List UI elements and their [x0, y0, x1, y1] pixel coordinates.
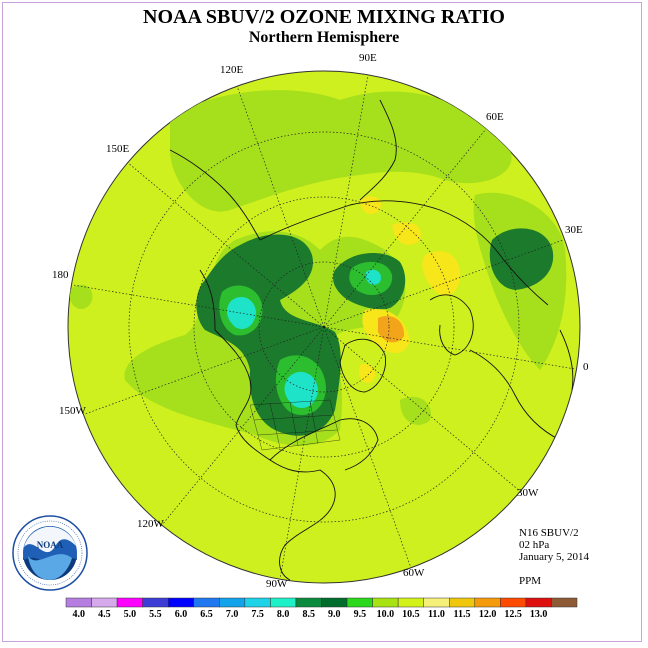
legend-swatch — [244, 597, 271, 608]
legend-swatch — [449, 597, 476, 608]
map-title: NOAA SBUV/2 OZONE MIXING RATIO — [143, 6, 505, 28]
noaa-logo-text: NOAA — [37, 540, 64, 550]
legend-swatch — [551, 597, 578, 608]
lon-label-30e: 30E — [565, 224, 583, 236]
legend-swatch — [372, 597, 399, 608]
legend-tick-label: 11.5 — [454, 609, 471, 620]
lon-label-30w: 30W — [517, 487, 539, 499]
lon-label-180: 180 — [52, 269, 69, 281]
legend-tick-label: 5.5 — [149, 609, 162, 620]
lon-label-90w: 90W — [266, 578, 288, 590]
legend-tick-label: 4.5 — [98, 609, 111, 620]
legend-tick-label: 6.0 — [175, 609, 188, 620]
legend-swatch — [219, 597, 246, 608]
legend-tick-label: 7.5 — [251, 609, 264, 620]
legend-swatch — [270, 597, 297, 608]
legend-tick-label: 13.0 — [530, 609, 548, 620]
lon-label-120w: 120W — [137, 518, 165, 530]
legend-swatch — [65, 597, 92, 608]
legend-swatch — [295, 597, 322, 608]
legend-swatch — [193, 597, 220, 608]
legend-tick-label: 5.0 — [124, 609, 137, 620]
satellite-label: N16 SBUV/2 — [519, 527, 579, 539]
legend-tick-label: 6.5 — [200, 609, 213, 620]
legend-swatch — [474, 597, 501, 608]
legend-tick-label: 11.0 — [428, 609, 445, 620]
legend-swatch — [346, 597, 373, 608]
legend-tick-label: 8.0 — [277, 609, 290, 620]
level-label: 02 hPa — [519, 539, 550, 551]
lon-label-150w: 150W — [59, 405, 87, 417]
lon-label-90e: 90E — [359, 52, 377, 64]
legend-tick-label: 12.5 — [504, 609, 522, 620]
ozone-contours — [70, 74, 576, 581]
noaa-logo: NOAA — [12, 515, 88, 591]
longitude-labels: 90E 60E 30E 0 30W 60W 90W 120W 150W 180 … — [52, 52, 589, 590]
legend-swatch — [167, 597, 194, 608]
date-label: January 5, 2014 — [519, 551, 589, 563]
lon-label-0: 0 — [583, 361, 589, 373]
lon-label-150e: 150E — [106, 143, 130, 155]
coastlines — [169, 99, 574, 581]
legend-tick-label: 8.5 — [302, 609, 315, 620]
legend-swatch — [321, 597, 348, 608]
legend-tick-label: 7.0 — [226, 609, 239, 620]
legend-swatch — [525, 597, 552, 608]
legend-tick-label: 4.0 — [73, 609, 86, 620]
legend-swatch — [91, 597, 118, 608]
lon-label-120e: 120E — [220, 64, 244, 76]
lon-label-60e: 60E — [486, 111, 504, 123]
legend-tick-label: 9.5 — [354, 609, 367, 620]
legend-swatch — [397, 597, 424, 608]
legend-tick-label: 12.0 — [479, 609, 497, 620]
map-subtitle: Northern Hemisphere — [248, 29, 400, 46]
legend-tick-label: 10.5 — [402, 609, 420, 620]
legend-swatch — [142, 597, 169, 608]
lon-label-60w: 60W — [403, 567, 425, 579]
units-label: PPM — [519, 575, 542, 587]
legend-swatch — [116, 597, 143, 608]
legend-tick-label: 9.0 — [328, 609, 341, 620]
color-legend: 4.0 4.5 5.0 5.5 6.0 6.5 7.0 7.5 8.0 8.5 9.0 9.5 10.0… — [65, 597, 578, 620]
legend-tick-label: 10.0 — [377, 609, 395, 620]
legend-swatch — [500, 597, 527, 608]
legend-swatch — [423, 597, 450, 608]
